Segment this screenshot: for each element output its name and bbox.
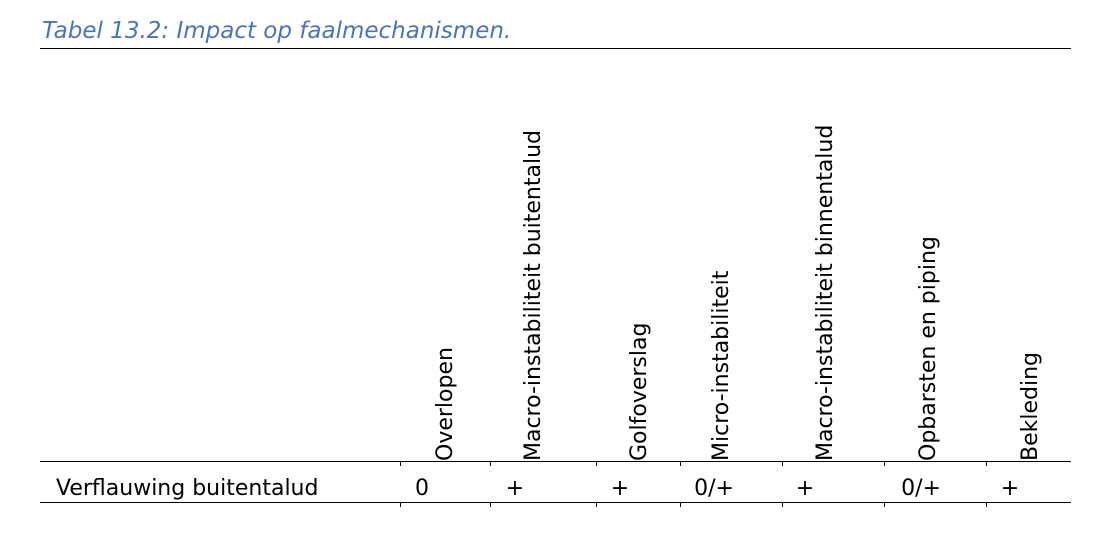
column-header-label: Golfoverslag <box>627 322 652 461</box>
table-cell: 0 <box>415 476 429 501</box>
column-header-label: Macro-instabiliteit binnentalud <box>813 124 838 461</box>
table-cell: 0/+ <box>901 476 941 501</box>
table-cell: 0/+ <box>694 476 734 501</box>
column-divider-tick <box>986 462 987 466</box>
column-header-label: Bekleding <box>1018 351 1043 461</box>
header-rule <box>40 461 1071 462</box>
column-divider-tick <box>596 503 597 507</box>
column-header-label: Micro-instabiliteit <box>709 270 734 461</box>
column-divider-tick <box>986 503 987 507</box>
bottom-rule <box>40 502 1071 503</box>
column-divider-tick <box>782 462 783 466</box>
row-label: Verflauwing buitentalud <box>56 476 319 501</box>
caption-rule <box>40 48 1071 49</box>
column-header-label: Overlopen <box>433 347 458 461</box>
table-cell: + <box>1000 476 1020 501</box>
column-divider-tick <box>680 462 681 466</box>
column-divider-tick <box>490 503 491 507</box>
column-divider-tick <box>884 503 885 507</box>
table-cell: + <box>795 476 815 501</box>
column-divider-tick <box>782 503 783 507</box>
table-cell: + <box>505 476 525 501</box>
column-divider-tick <box>596 462 597 466</box>
column-divider-tick <box>400 503 401 507</box>
table-caption: Tabel 13.2: Impact op faalmechanismen. <box>42 18 512 44</box>
column-header-label: Opbarsten en piping <box>916 236 941 461</box>
column-header-label: Macro-instabiliteit buitentalud <box>521 130 546 461</box>
column-divider-tick <box>884 462 885 466</box>
column-divider-tick <box>400 462 401 466</box>
column-divider-tick <box>680 503 681 507</box>
column-divider-tick <box>490 462 491 466</box>
table-cell: + <box>610 476 630 501</box>
